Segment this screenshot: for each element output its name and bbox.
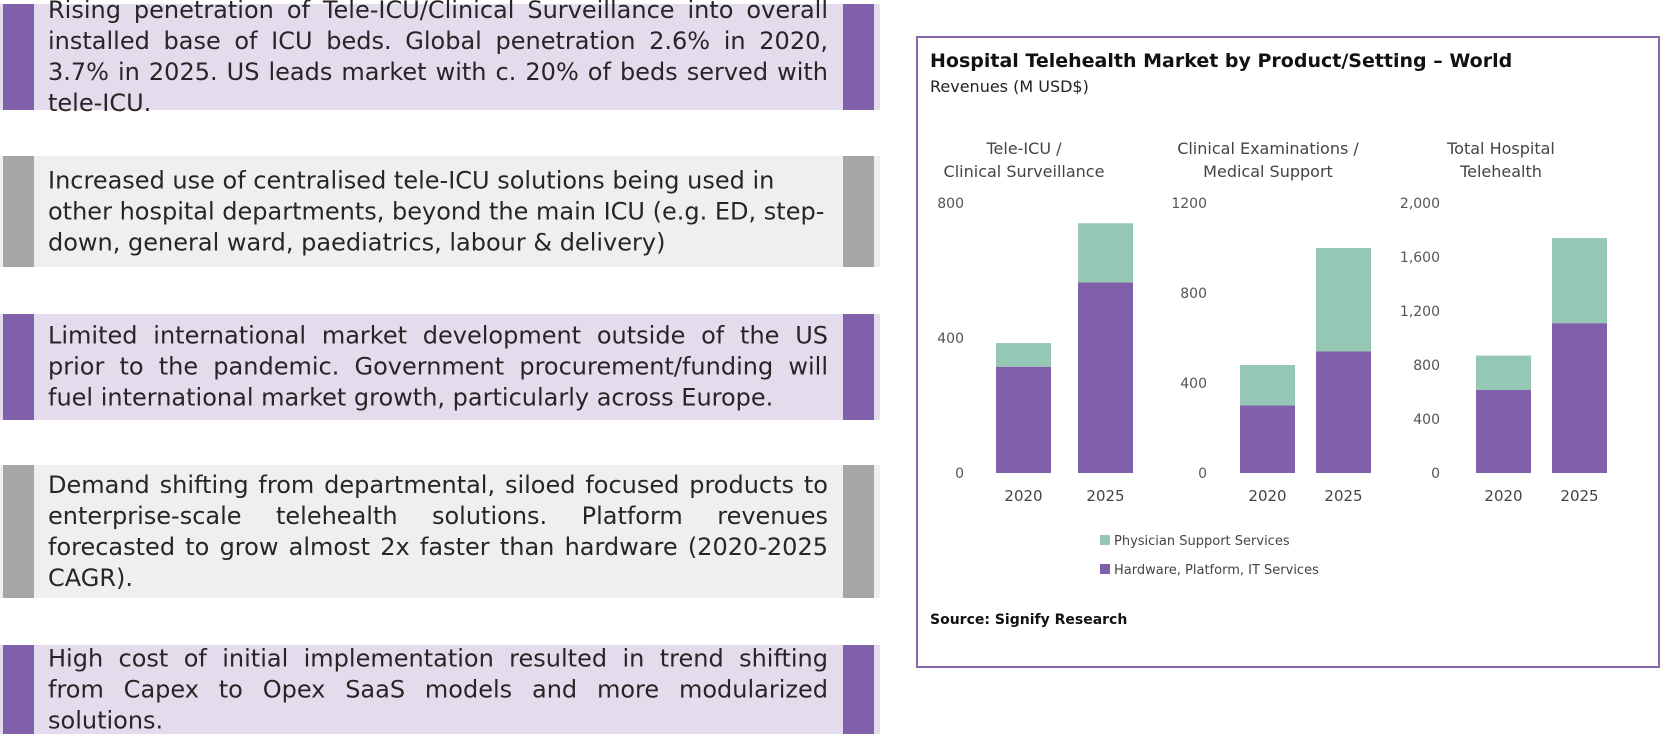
chart-subtitle: Revenues (M USD$)	[930, 77, 1089, 96]
y-tick-label: 400	[1180, 376, 1207, 392]
y-tick-label: 2,000	[1400, 196, 1440, 212]
chart-source: Source: Signify Research	[930, 612, 1127, 628]
y-tick-label: 0	[955, 466, 964, 482]
bar-hardware-platform-it	[1476, 389, 1531, 473]
panel-title: Tele-ICU /	[985, 139, 1062, 158]
box-accent-right	[843, 156, 874, 267]
x-tick-label: 2020	[1484, 487, 1522, 505]
bar-hardware-platform-it	[1552, 323, 1607, 473]
bar-hardware-platform-it	[1316, 351, 1371, 473]
box-accent-right	[843, 4, 874, 110]
legend-swatch	[1100, 535, 1110, 545]
y-tick-label: 1,600	[1400, 250, 1440, 266]
panel-title: Total Hospital	[1446, 139, 1555, 158]
legend-label: Hardware, Platform, IT Services	[1114, 563, 1319, 578]
box-accent-left	[3, 4, 34, 110]
bar-physician-support	[1240, 365, 1295, 406]
y-tick-label: 800	[937, 196, 964, 212]
insight-box-4: Demand shifting from departmental, siloe…	[0, 465, 880, 598]
chart-title: Hospital Telehealth Market by Product/Se…	[930, 50, 1512, 72]
bar-physician-support	[996, 343, 1051, 367]
bar-physician-support	[1078, 223, 1133, 283]
panel-title: Telehealth	[1459, 162, 1542, 181]
y-tick-label: 0	[1198, 466, 1207, 482]
panel-title: Clinical Surveillance	[944, 162, 1105, 181]
y-tick-label: 1,200	[1400, 304, 1440, 320]
box-accent-left	[3, 645, 34, 734]
insight-text: High cost of initial implementation resu…	[48, 644, 828, 734]
chart-canvas: Hospital Telehealth Market by Product/Se…	[930, 50, 1607, 628]
box-accent-left	[3, 156, 34, 267]
legend-swatch	[1100, 564, 1110, 574]
y-tick-label: 800	[1413, 358, 1440, 374]
chart-panel: Hospital Telehealth Market by Product/Se…	[916, 36, 1660, 668]
bar-hardware-platform-it	[1240, 405, 1295, 473]
insight-box-5: High cost of initial implementation resu…	[0, 644, 880, 734]
insight-box-1: Rising penetration of Tele-ICU/Clinical …	[0, 0, 880, 117]
y-tick-label: 800	[1180, 286, 1207, 302]
box-accent-right	[843, 645, 874, 734]
bar-physician-support	[1476, 355, 1531, 390]
box-accent-right	[843, 465, 874, 598]
box-accent-left	[3, 314, 34, 420]
x-tick-label: 2025	[1086, 487, 1124, 505]
insight-box-2: Increased use of centralised tele-ICU so…	[0, 156, 880, 267]
x-tick-label: 2025	[1560, 487, 1598, 505]
insight-text: Increased use of centralised tele-ICU so…	[48, 166, 825, 256]
insight-text: Rising penetration of Tele-ICU/Clinical …	[48, 0, 828, 117]
box-accent-left	[3, 465, 34, 598]
panel-title: Medical Support	[1203, 162, 1333, 181]
panel-title: Clinical Examinations /	[1177, 139, 1359, 158]
y-tick-label: 1200	[1171, 196, 1207, 212]
y-tick-label: 400	[1413, 412, 1440, 428]
insight-box-3: Limited international market development…	[0, 314, 880, 420]
x-tick-label: 2020	[1004, 487, 1042, 505]
insight-text: Limited international market development…	[48, 321, 828, 412]
x-tick-label: 2020	[1248, 487, 1286, 505]
legend-label: Physician Support Services	[1114, 534, 1290, 549]
bar-hardware-platform-it	[1078, 282, 1133, 473]
y-tick-label: 0	[1431, 466, 1440, 482]
bar-physician-support	[1552, 238, 1607, 324]
bar-hardware-platform-it	[996, 366, 1051, 473]
box-accent-right	[843, 314, 874, 420]
x-tick-label: 2025	[1324, 487, 1362, 505]
y-tick-label: 400	[937, 331, 964, 347]
insight-text: Demand shifting from departmental, siloe…	[48, 470, 828, 592]
bar-physician-support	[1316, 248, 1371, 352]
